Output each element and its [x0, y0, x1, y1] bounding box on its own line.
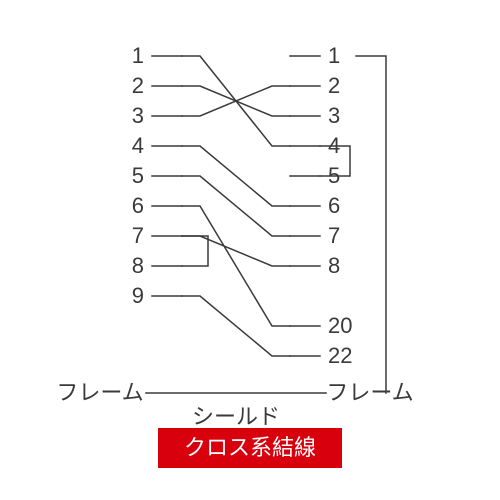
right-pin-7: 7 — [328, 225, 340, 247]
right-pin-2: 2 — [328, 75, 340, 97]
wiring-type-banner: クロス系結線 — [158, 428, 342, 468]
frame-label-right: フレーム — [326, 382, 413, 404]
frame-label-left: フレーム — [56, 382, 143, 404]
left-pin-9: 9 — [132, 285, 144, 307]
right-pin-22: 22 — [328, 345, 352, 367]
left-pin-4: 4 — [132, 135, 144, 157]
right-pin-5: 5 — [328, 165, 340, 187]
right-pin-6: 6 — [328, 195, 340, 217]
right-pin-1: 1 — [328, 45, 340, 67]
right-pin-20: 20 — [328, 315, 352, 337]
left-pin-6: 6 — [132, 195, 144, 217]
left-pin-8: 8 — [132, 255, 144, 277]
right-pin-8: 8 — [328, 255, 340, 277]
left-pin-2: 2 — [132, 75, 144, 97]
wiring-diagram: クロス系結線 1 2 3 4 5 6 7 8 9 1 2 3 4 5 6 7 8 20 22 フレーム フレームシールド — [0, 0, 500, 500]
shield-label: シールド — [192, 406, 280, 428]
left-pin-3: 3 — [132, 105, 144, 127]
left-pin-7: 7 — [132, 225, 144, 247]
right-pin-3: 3 — [328, 105, 340, 127]
left-pin-1: 1 — [132, 45, 144, 67]
right-pin-4: 4 — [328, 135, 340, 157]
left-pin-5: 5 — [132, 165, 144, 187]
